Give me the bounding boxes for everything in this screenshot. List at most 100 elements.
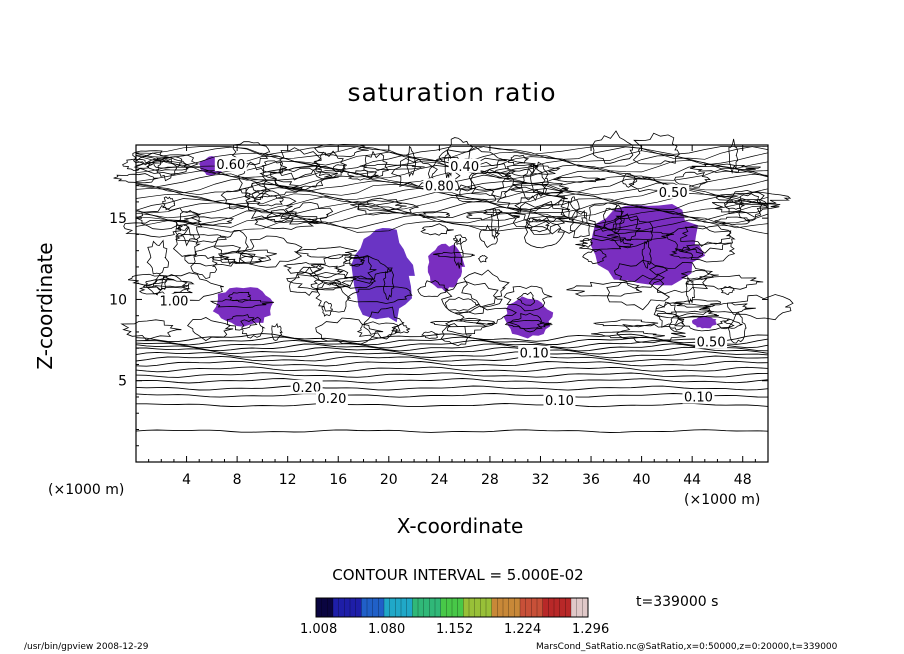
contour-line [552, 176, 606, 183]
contour-line [699, 302, 756, 313]
contour-line [356, 321, 399, 339]
contour-line [606, 230, 675, 241]
contour-line [494, 163, 561, 177]
contour-line [482, 208, 503, 217]
contour-label-layer: 0.10 0.20 0.10 0.10 0.20 0.50 0.60 0.40 0.80 0.50… [157, 157, 728, 409]
contour-line [606, 274, 671, 311]
x-tick-label: 8 [233, 472, 242, 488]
colorbar [315, 597, 589, 618]
x-tick-label: 28 [481, 472, 499, 488]
contour-line [190, 255, 218, 280]
contour-line [503, 285, 553, 312]
colorbar-segment [406, 598, 413, 617]
colorbar-segment [554, 598, 561, 617]
contour-line [175, 234, 227, 243]
x-axis-label: X-coordinate [396, 514, 524, 538]
contour-line [135, 333, 769, 343]
colorbar-segment [316, 598, 323, 617]
contour-line [135, 355, 769, 362]
contour-line [420, 223, 454, 236]
contour-line [135, 378, 769, 384]
contour-line [226, 314, 258, 331]
contour-line [461, 269, 510, 308]
x-tick-label: 36 [582, 472, 600, 488]
colorbar-segment [378, 598, 385, 617]
contour-line [187, 317, 234, 342]
contour-line [136, 346, 769, 355]
contour-interval-label: CONTOUR INTERVAL = 5.000E-02 [332, 566, 584, 584]
contour-line [135, 214, 769, 230]
contour-line [417, 280, 449, 298]
colorbar-segment [395, 598, 402, 617]
colorbar-segment [457, 598, 464, 617]
colorbar-segment [350, 598, 357, 617]
contour-line [347, 169, 379, 181]
contour-line [177, 224, 189, 231]
colorbar-segment [571, 598, 578, 617]
contour-line [156, 158, 177, 182]
contour-line [616, 323, 686, 344]
contour-line [145, 157, 189, 172]
contour-line [347, 285, 413, 304]
contour-line [135, 205, 769, 221]
contour-line [238, 161, 269, 199]
x-tick-label: 20 [380, 472, 398, 488]
colorbar-tick-label: 1.224 [504, 622, 542, 637]
contour-line [310, 279, 342, 291]
contour-line [726, 294, 794, 321]
contour-line [454, 305, 517, 325]
contour-line [479, 224, 500, 248]
colorbar-segment [491, 598, 498, 617]
contour-line [666, 225, 736, 254]
contour-line [566, 281, 643, 297]
colorbar-segment [327, 598, 334, 617]
x-tick-label: 16 [329, 472, 347, 488]
colorbar-segment [372, 598, 379, 617]
contour-line [614, 259, 669, 289]
contour-line [648, 261, 710, 295]
colorbar-segment [321, 598, 328, 617]
contour-line [673, 315, 735, 332]
contour-line [505, 200, 571, 235]
contour-label-bg [657, 184, 690, 199]
contour-line [445, 296, 480, 312]
contour-line [135, 191, 769, 206]
x-tick-label: 48 [734, 472, 752, 488]
colorbar-segment [565, 598, 572, 617]
contour-line [266, 209, 298, 224]
contour-line [146, 239, 170, 275]
colorbar-segment [520, 598, 527, 617]
contour-line [135, 393, 769, 398]
colorbar-tick-label: 1.008 [300, 622, 338, 637]
colorbar-tick-label: 1.152 [436, 622, 474, 637]
contour-line [142, 278, 195, 291]
contour-label-bg [518, 345, 551, 360]
contour-line [591, 130, 634, 164]
contour-line [282, 262, 324, 275]
contour-line [674, 171, 711, 188]
contour-line [315, 281, 352, 313]
colorbar-segment [548, 598, 555, 617]
shaded-region [212, 287, 274, 327]
colorbar-segment [435, 598, 442, 617]
colorbar-segment [469, 598, 476, 617]
contour-label: 1.00 [159, 295, 188, 310]
contour-label: 0.80 [425, 179, 454, 194]
contour-line [135, 343, 769, 352]
contour-line [122, 158, 151, 172]
contour-lines [113, 130, 794, 433]
contour-label: 0.60 [216, 158, 245, 173]
colorbar-segment [497, 598, 504, 617]
contour-line [720, 286, 735, 295]
x-tick-label: 40 [633, 472, 651, 488]
contour-line [680, 225, 732, 247]
contour-line [453, 237, 464, 269]
colorbar-segment [503, 598, 510, 617]
supersaturated-shading [199, 156, 717, 339]
contour-line [231, 141, 271, 166]
contour-line [113, 173, 159, 184]
colorbar-segment [367, 598, 374, 617]
contour-line [714, 216, 751, 226]
contour-line [135, 429, 769, 433]
contour-line [254, 212, 319, 230]
